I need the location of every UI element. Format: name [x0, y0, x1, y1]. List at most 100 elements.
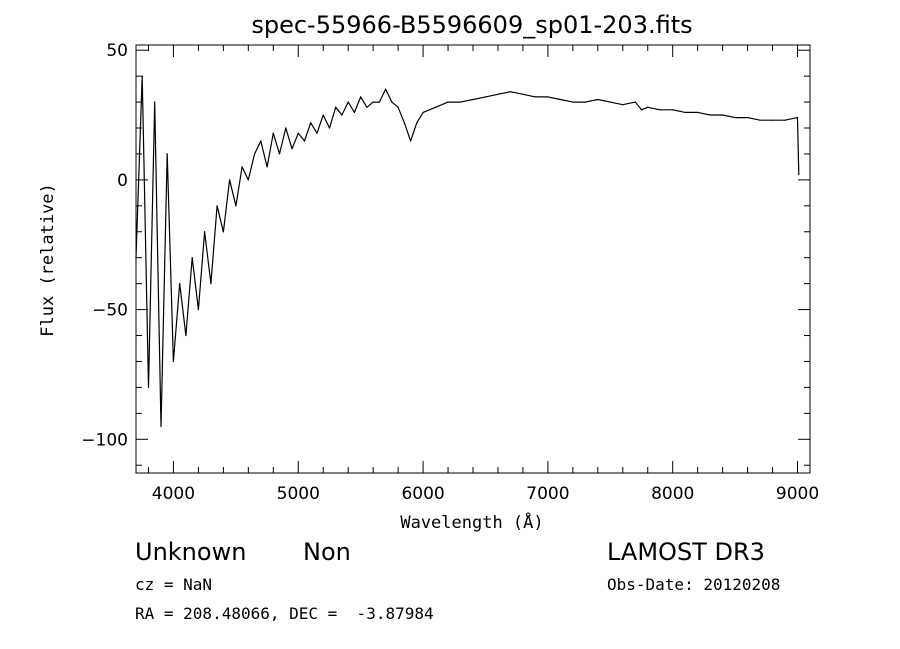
- object-subclass: Non: [303, 538, 351, 566]
- spectrum-point: [684, 111, 686, 114]
- y-tick-label: −50: [92, 301, 128, 321]
- spectrum-point: [434, 106, 437, 108]
- spectrum-point: [303, 140, 306, 142]
- spectrum-point: [241, 166, 243, 168]
- coordinates-label: RA = 208.48066, DEC = -3.87984: [135, 604, 434, 623]
- plot-frame: [135, 44, 811, 474]
- spectrum-point: [784, 119, 786, 121]
- spectrum-point: [385, 88, 387, 90]
- spectrum-point: [229, 179, 231, 181]
- spectrum-point: [166, 153, 168, 155]
- spectrum-point: [391, 101, 393, 103]
- spectrum-point: [160, 425, 162, 427]
- spectrum-point: [509, 91, 512, 93]
- spectrum-point: [335, 106, 337, 108]
- obs-date-label: Obs-Date: 20120208: [607, 575, 781, 594]
- spectrum-point: [372, 101, 374, 103]
- spectrum-point: [291, 148, 293, 150]
- spectrum-point: [534, 96, 537, 98]
- spectrum-point: [409, 140, 412, 142]
- spectrum-point: [522, 93, 524, 95]
- spectrum-point: [260, 140, 262, 142]
- spectrum-point: [584, 101, 586, 103]
- spectrum-point: [484, 96, 487, 98]
- spectrum-point: [222, 231, 224, 233]
- spectrum-point: [547, 96, 549, 98]
- spectrum-point: [559, 98, 561, 101]
- spectrum-point: [210, 283, 212, 285]
- spectrum-point: [597, 98, 599, 101]
- spectrum-point: [397, 106, 399, 108]
- x-axis-label: Wavelength (Å): [400, 511, 543, 533]
- spectrum-point: [572, 101, 574, 103]
- spectrum-point: [622, 104, 624, 106]
- spectrum-point: [135, 257, 137, 259]
- spectrum-point: [672, 109, 674, 111]
- spectrum-point: [366, 106, 368, 108]
- x-tick-label: 7000: [526, 484, 569, 504]
- x-tick-label: 4000: [152, 484, 195, 504]
- spectrum-point: [422, 111, 424, 114]
- spectrum-point: [697, 111, 699, 114]
- y-tick-label: 0: [117, 171, 128, 191]
- spectrum-point: [347, 101, 349, 103]
- spectrum-point: [235, 205, 237, 207]
- spectrum-point: [172, 360, 175, 363]
- spectrum-point: [278, 153, 281, 155]
- spectrum-point: [771, 119, 774, 121]
- spectrum-point: [322, 114, 324, 116]
- x-tick-label: 8000: [651, 484, 694, 504]
- survey-label: LAMOST DR3: [607, 538, 765, 566]
- spectrum-point: [709, 114, 711, 116]
- spectrum-point: [647, 106, 649, 108]
- x-axis: 4000 5000 6000 7000 8000 9000: [147, 45, 819, 504]
- redshift-label: cz = NaN: [135, 575, 213, 594]
- spectrum-line: [135, 75, 800, 427]
- spectrum-point: [459, 101, 462, 103]
- spectrum-point: [141, 75, 143, 77]
- object-class: Unknown: [135, 538, 247, 566]
- spectrum-point: [378, 101, 380, 103]
- spectrum-point: [191, 257, 193, 259]
- spectrum-point: [266, 166, 268, 168]
- x-tick-label: 5000: [277, 484, 320, 504]
- spectrum-point: [297, 132, 299, 134]
- spectrum-point: [179, 283, 181, 285]
- spectrum-point: [734, 117, 736, 119]
- spectrum-point: [609, 101, 611, 103]
- spectrum-point: [798, 174, 800, 176]
- spectrum-point: [796, 117, 799, 119]
- spectrum-point: [285, 127, 287, 129]
- x-tick-label: 9000: [776, 484, 819, 504]
- spectrum-point: [316, 132, 318, 134]
- spectrum-point: [472, 98, 474, 101]
- spectrum-point: [341, 114, 343, 116]
- spectrum-point: [185, 334, 187, 337]
- spectrum-point: [360, 96, 362, 98]
- spectrum-point: [204, 231, 206, 233]
- spectrum-point: [154, 101, 156, 103]
- spectrum-point: [403, 122, 405, 124]
- spectrum-point: [328, 127, 331, 129]
- x-tick-label: 6000: [401, 484, 444, 504]
- y-tick-label: −100: [81, 430, 128, 450]
- spectrum-point: [272, 132, 274, 134]
- spectrum-point: [247, 179, 249, 181]
- spectrum-point: [497, 93, 499, 95]
- spectrum-point: [722, 114, 724, 116]
- spectrum-point: [746, 117, 749, 119]
- y-axis: −100 −50 0 50: [81, 41, 810, 466]
- series: [135, 75, 800, 427]
- spectrum-point: [147, 386, 150, 388]
- spectrum-point: [253, 153, 256, 155]
- spectrum-point: [310, 122, 312, 124]
- y-axis-label: Flux (relative): [38, 183, 58, 337]
- spectrum-point: [447, 101, 449, 103]
- spectrum-point: [353, 111, 356, 114]
- spectrum-point: [634, 101, 636, 103]
- spectrum-point: [197, 308, 200, 311]
- spectrum-point: [659, 109, 661, 111]
- spectrum-point: [640, 109, 643, 111]
- y-tick-label: 50: [106, 41, 128, 61]
